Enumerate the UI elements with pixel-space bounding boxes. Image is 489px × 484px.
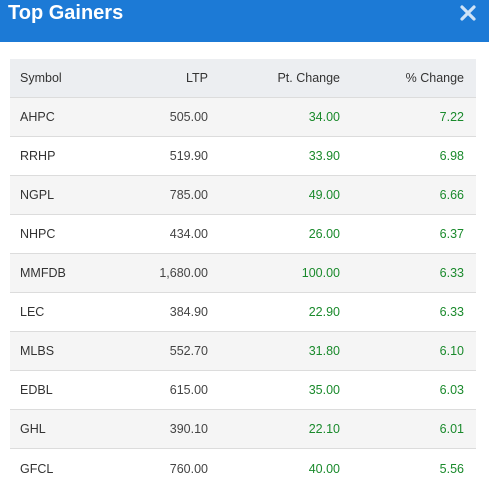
cell-pct-change: 7.22 — [439, 110, 464, 124]
cell-ltp: 505.00 — [169, 110, 208, 124]
cell-pct-change: 5.56 — [439, 461, 464, 476]
cell-symbol: GHL — [20, 422, 46, 436]
modal-header: Top Gainers — [0, 0, 489, 42]
table-row[interactable]: GFCL 760.00 40.00 5.56 — [10, 449, 476, 484]
table-row[interactable]: MLBS 552.70 31.80 6.10 — [10, 332, 476, 371]
close-icon — [460, 5, 476, 21]
table-row[interactable]: LEC 384.90 22.90 6.33 — [10, 293, 476, 332]
cell-symbol: MMFDB — [20, 266, 66, 280]
cell-pt-change: 49.00 — [308, 188, 340, 202]
cell-pt-change: 35.00 — [308, 383, 340, 397]
cell-symbol: LEC — [20, 305, 45, 319]
cell-pt-change: 26.00 — [308, 227, 340, 241]
cell-pt-change: 100.00 — [301, 266, 340, 280]
cell-pct-change: 6.01 — [439, 422, 464, 436]
cell-ltp: 519.90 — [169, 149, 208, 163]
table-row[interactable]: RRHP 519.90 33.90 6.98 — [10, 137, 476, 176]
cell-symbol: NGPL — [20, 188, 55, 202]
cell-pct-change: 6.37 — [439, 227, 464, 241]
cell-ltp: 1,680.00 — [159, 266, 208, 280]
cell-symbol: RRHP — [20, 149, 56, 163]
column-header-pt-change[interactable]: Pt. Change — [277, 71, 340, 85]
cell-ltp: 390.10 — [169, 422, 208, 436]
table-row[interactable]: NHPC 434.00 26.00 6.37 — [10, 215, 476, 254]
cell-symbol: MLBS — [20, 344, 55, 358]
cell-ltp: 384.90 — [169, 305, 208, 319]
cell-pt-change: 31.80 — [308, 344, 340, 358]
cell-pct-change: 6.03 — [439, 383, 464, 397]
cell-ltp: 434.00 — [169, 227, 208, 241]
table-header-row: Symbol LTP Pt. Change % Change — [10, 59, 476, 98]
table-row[interactable]: EDBL 615.00 35.00 6.03 — [10, 371, 476, 410]
table-row[interactable]: GHL 390.10 22.10 6.01 — [10, 410, 476, 449]
cell-pct-change: 6.98 — [439, 149, 464, 163]
cell-pct-change: 6.33 — [439, 266, 464, 280]
cell-pt-change: 34.00 — [308, 110, 340, 124]
cell-pt-change: 33.90 — [308, 149, 340, 163]
cell-ltp: 552.70 — [169, 344, 208, 358]
top-gainers-table: Symbol LTP Pt. Change % Change AHPC 505.0… — [10, 59, 476, 484]
cell-pt-change: 22.10 — [308, 422, 340, 436]
column-header-ltp[interactable]: LTP — [186, 71, 208, 85]
cell-pct-change: 6.33 — [439, 305, 464, 319]
table-row[interactable]: MMFDB 1,680.00 100.00 6.33 — [10, 254, 476, 293]
cell-ltp: 760.00 — [169, 461, 208, 476]
cell-pt-change: 22.90 — [308, 305, 340, 319]
cell-ltp: 615.00 — [169, 383, 208, 397]
cell-ltp: 785.00 — [169, 188, 208, 202]
table-row[interactable]: AHPC 505.00 34.00 7.22 — [10, 98, 476, 137]
cell-symbol: AHPC — [20, 110, 55, 124]
column-header-pct-change[interactable]: % Change — [405, 71, 464, 85]
close-button[interactable] — [459, 4, 477, 22]
cell-pct-change: 6.10 — [439, 344, 464, 358]
cell-symbol: NHPC — [20, 227, 56, 241]
modal-title: Top Gainers — [8, 2, 124, 24]
cell-symbol: GFCL — [20, 461, 54, 476]
cell-pct-change: 6.66 — [439, 188, 464, 202]
cell-pt-change: 40.00 — [308, 461, 340, 476]
column-header-symbol[interactable]: Symbol — [20, 71, 62, 85]
cell-symbol: EDBL — [20, 383, 53, 397]
table-row[interactable]: NGPL 785.00 49.00 6.66 — [10, 176, 476, 215]
